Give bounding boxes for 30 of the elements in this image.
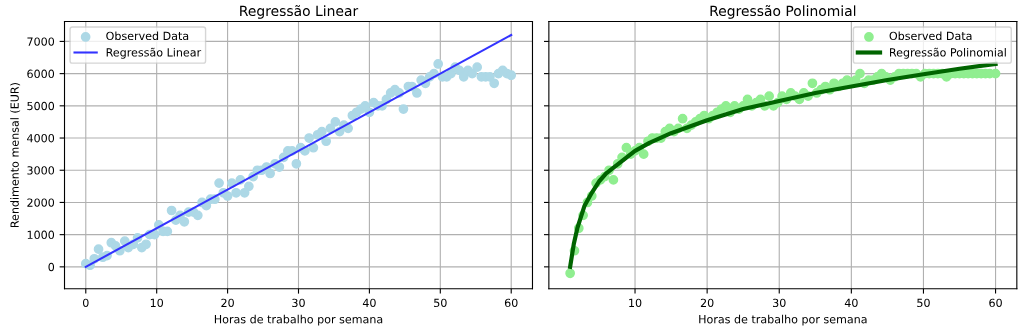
- chart-title: Regressão Linear: [240, 5, 359, 19]
- x-tick-label: 10: [629, 298, 642, 308]
- x-tick-label: 60: [504, 298, 518, 308]
- x-axis-title: Horas de trabalho por semana: [699, 314, 867, 326]
- y-tick-label: 4000: [27, 134, 55, 143]
- x-tick-label: 50: [917, 298, 930, 308]
- y-tick-label: 3000: [27, 166, 55, 175]
- y-tick-label: 1000: [27, 230, 55, 240]
- x-tick-label: 40: [844, 298, 858, 308]
- legend-label: Regressão Polinomial: [890, 47, 1006, 59]
- legend-label: Observed Data: [889, 31, 972, 41]
- x-tick-label: 20: [700, 298, 714, 308]
- y-tick-label: 2000: [27, 198, 55, 207]
- x-tick-label: 0: [82, 298, 89, 308]
- x-tick-label: 30: [292, 298, 305, 308]
- x-axis-title: Horas de trabalho por semana: [214, 314, 383, 326]
- y-tick-label: 0: [48, 262, 55, 272]
- y-axis-title: Rendimento mensal (EUR): [10, 83, 21, 228]
- y-tick-label: 7000: [27, 37, 55, 46]
- legend-label: Regressão Linear: [106, 47, 202, 59]
- x-tick-label: 30: [773, 298, 786, 308]
- x-tick-label: 10: [150, 298, 164, 308]
- legend-label: Observed Data: [106, 31, 189, 41]
- x-tick-label: 20: [221, 298, 234, 308]
- chart-title: Regressão Polinomial: [710, 5, 856, 19]
- x-tick-label: 60: [989, 298, 1002, 308]
- y-tick-label: 6000: [27, 69, 55, 78]
- y-tick-label: 5000: [27, 101, 55, 111]
- x-tick-label: 50: [434, 298, 447, 308]
- x-tick-label: 40: [362, 298, 376, 308]
